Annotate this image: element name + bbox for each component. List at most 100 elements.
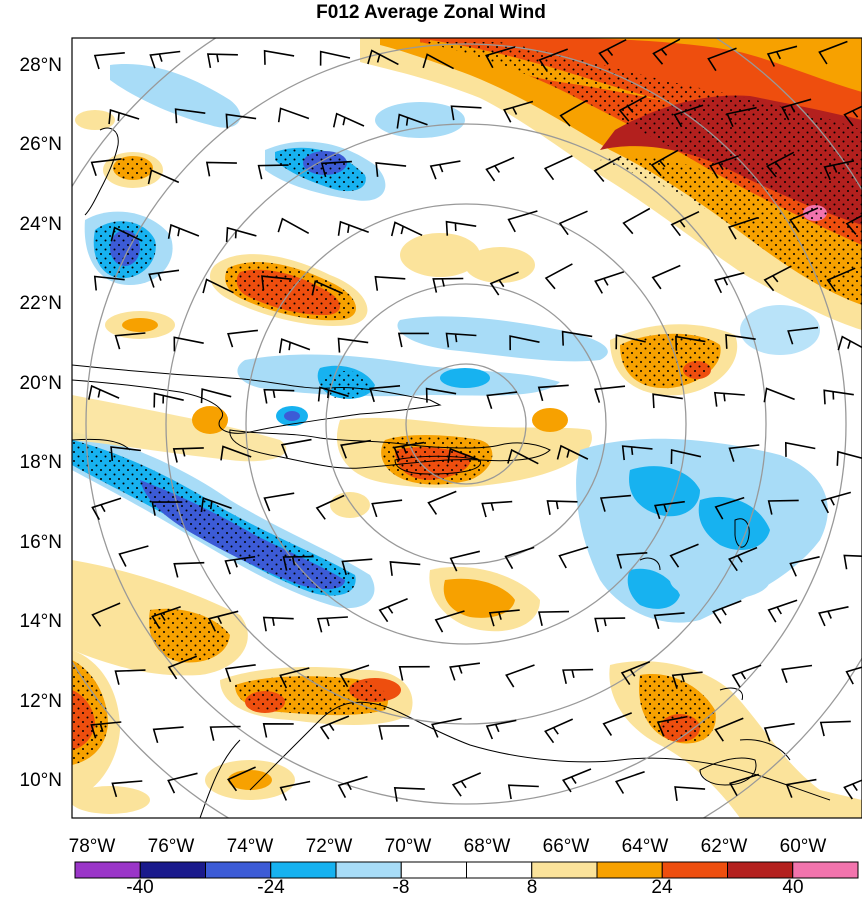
wind-barb	[594, 617, 626, 633]
wind-barb	[389, 561, 421, 576]
colorbar	[74, 861, 859, 879]
wind-barb	[445, 332, 477, 348]
lon-label: 76°W	[148, 836, 195, 857]
wind-barb	[262, 616, 294, 632]
wind-barb	[431, 717, 462, 738]
wind-barb	[434, 610, 465, 633]
wind-barb	[396, 113, 428, 129]
wind-barb	[91, 602, 121, 627]
wind-barb	[559, 99, 588, 127]
wind-barb	[202, 278, 234, 294]
wind-barb	[167, 655, 198, 680]
wind-barb	[823, 389, 854, 405]
colorbar-swatch	[727, 861, 794, 879]
map-title: F012 Average Zonal Wind	[316, 2, 546, 23]
wind-barb	[725, 333, 756, 349]
wind-barb	[707, 47, 737, 72]
wind-barb	[505, 664, 535, 688]
wind-barb	[671, 671, 703, 689]
wind-barb	[317, 386, 349, 402]
colorbar-swatch	[596, 861, 663, 879]
wind-barb	[766, 45, 798, 67]
lat-label: 20°N	[20, 373, 62, 394]
wind-barb	[209, 725, 241, 741]
wind-barb	[652, 393, 683, 409]
wind-barb	[709, 155, 739, 179]
wind-barb	[279, 667, 310, 689]
wind-barb	[319, 715, 350, 740]
wind-barb	[339, 664, 370, 688]
wind-barb	[485, 46, 516, 69]
lat-label: 16°N	[20, 532, 62, 553]
wind-barb	[593, 155, 622, 183]
wind-barb	[320, 160, 352, 178]
lon-label: 68°W	[464, 836, 511, 857]
wind-barb	[451, 772, 482, 797]
colorbar-tick-label: -24	[257, 877, 285, 898]
wind-barb	[174, 108, 206, 124]
wind-barb	[714, 717, 744, 742]
lat-label: 24°N	[20, 214, 62, 235]
colorbar-swatch	[205, 861, 272, 879]
wind-barb	[714, 496, 745, 520]
wind-barb	[278, 338, 311, 354]
wind-barb	[763, 722, 795, 742]
colorbar-swatch	[139, 861, 206, 879]
wind-barb	[282, 555, 314, 571]
wind-barb	[714, 272, 745, 294]
wind-barb	[763, 265, 792, 292]
wind-barb	[538, 48, 568, 73]
wind-barb	[390, 221, 423, 237]
wind-barb	[429, 160, 461, 180]
wind-barb	[727, 217, 758, 240]
lon-label: 66°W	[543, 836, 590, 857]
wind-barb	[503, 100, 534, 123]
lon-label: 62°W	[701, 836, 748, 857]
lat-label: 12°N	[20, 691, 62, 712]
wind-barb	[149, 50, 181, 69]
colorbar-swatch	[531, 861, 598, 879]
wind-barb	[670, 210, 700, 237]
wind-barb	[337, 220, 369, 236]
wind-barb	[147, 169, 180, 185]
wind-barb	[594, 271, 625, 294]
wind-barb	[88, 384, 120, 400]
wind-barb	[371, 499, 403, 518]
colorbar-tick-label: 40	[782, 877, 803, 898]
wind-barb	[481, 500, 513, 518]
wind-barb	[845, 666, 862, 685]
wind-barb	[544, 263, 573, 290]
wind-barb	[622, 207, 651, 235]
colorbar-tick-label: -8	[393, 877, 410, 898]
wind-barb	[450, 105, 482, 121]
wind-barb	[845, 214, 862, 235]
wind-barb	[618, 95, 647, 122]
wind-barb	[151, 605, 181, 630]
wind-barb	[485, 156, 515, 182]
wind-barb	[599, 494, 631, 512]
wind-barb	[90, 721, 122, 739]
lat-label: 18°N	[20, 452, 62, 473]
wind-barb	[173, 336, 204, 352]
wind-barb	[843, 105, 862, 127]
wind-barb	[225, 226, 257, 242]
wind-barb	[819, 720, 851, 737]
wind-barb	[651, 264, 681, 290]
wind-barb	[787, 326, 819, 345]
lat-axis: 10°N 12°N 14°N 16°N 18°N 20°N 22°N 24°N …	[20, 55, 62, 791]
colorbar-swatch	[74, 861, 141, 879]
wind-barb	[114, 332, 146, 350]
wind-barb	[653, 612, 685, 630]
wind-barb	[488, 609, 520, 627]
colorbar-swatch	[335, 861, 402, 879]
wind-barb	[207, 610, 239, 632]
wind-barb	[110, 446, 141, 461]
wind-barb	[650, 149, 679, 177]
wind-barb	[378, 725, 410, 740]
wind-barb	[374, 275, 406, 291]
wind-barb	[340, 439, 372, 459]
wind-barb	[673, 104, 704, 128]
wind-barb	[93, 275, 125, 291]
wind-barb	[375, 161, 407, 177]
